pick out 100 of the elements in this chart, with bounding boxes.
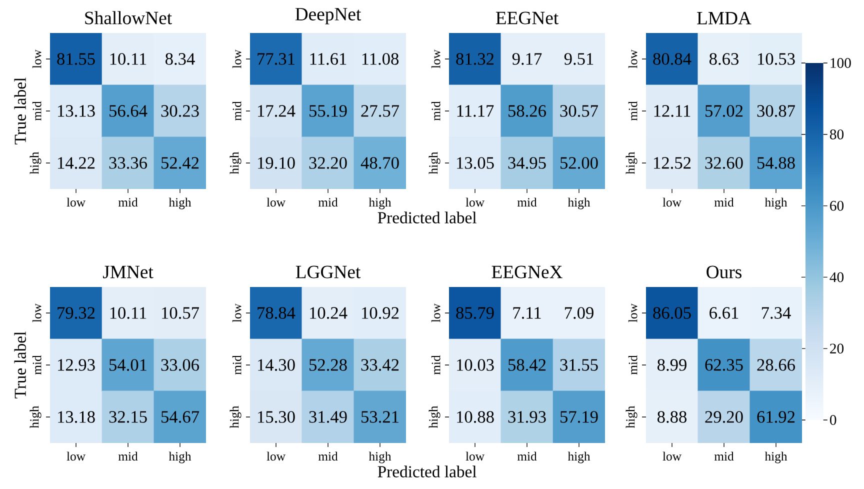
data-label: 10.24	[310, 307, 348, 319]
data-label: 32.20	[309, 157, 347, 169]
data-label: 8.88	[658, 411, 687, 423]
y-tick-label: high	[626, 152, 638, 174]
data-label: 53.21	[362, 411, 398, 423]
data-label: 29.20	[705, 411, 743, 423]
data-label: 52.42	[162, 157, 199, 169]
x-tick-label: mid	[118, 198, 138, 207]
x-tick-label: low	[466, 198, 484, 207]
x-tick-label: low	[662, 452, 682, 461]
data-label: 30.23	[161, 105, 199, 117]
data-label: 34.95	[508, 157, 546, 169]
data-label: 10.92	[362, 307, 399, 319]
data-label: 58.26	[508, 105, 546, 117]
x-tick-label: mid	[714, 198, 734, 207]
data-label: 15.30	[258, 411, 295, 423]
y-tick-label: low	[232, 304, 242, 322]
data-label: 10.57	[162, 307, 200, 319]
data-label: 33.42	[361, 359, 399, 371]
data-label: 10.11	[110, 53, 146, 65]
data-label: 8.99	[658, 359, 686, 371]
data-label: 31.49	[309, 411, 347, 423]
data-label: 9.17	[512, 53, 542, 65]
y-tick-label: high	[428, 152, 440, 174]
data-label: 10.88	[457, 411, 494, 423]
data-label: 11.61	[310, 53, 346, 65]
data-label: 28.66	[757, 359, 795, 371]
chart-title: LGGNet	[296, 266, 361, 278]
y-axis-title: True label	[14, 332, 26, 398]
chart-title: EEGNet	[496, 12, 559, 24]
data-label: 7.09	[564, 307, 594, 319]
y-tick-label: mid	[431, 101, 440, 121]
color-bar-label: 80	[830, 129, 844, 140]
chart-title: Ours	[706, 266, 742, 278]
data-label: 12.93	[58, 359, 95, 371]
x-tick-label: high	[764, 452, 788, 464]
x-tick-label: low	[662, 198, 682, 207]
x-tick-label: low	[266, 198, 286, 207]
x-tick-label: mid	[318, 452, 338, 461]
data-label: 79.32	[58, 307, 95, 319]
data-label: 30.87	[757, 105, 796, 117]
data-label: 78.84	[258, 307, 296, 319]
y-tick-label: high	[230, 406, 242, 428]
data-label: 13.05	[457, 157, 494, 169]
y-tick-label: mid	[32, 101, 42, 121]
x-tick-label: high	[368, 452, 392, 464]
data-label: 10.03	[457, 359, 494, 371]
data-label: 48.70	[360, 157, 399, 169]
x-tick-label: high	[764, 198, 788, 210]
x-tick-label: low	[466, 452, 484, 461]
y-tick-label: low	[628, 50, 638, 68]
data-label: 77.31	[258, 53, 294, 65]
data-label: 56.64	[110, 105, 148, 117]
y-tick-label: high	[30, 152, 42, 174]
y-axis-title: True label	[14, 78, 26, 144]
y-tick-label: high	[428, 406, 440, 428]
y-tick-label: low	[32, 50, 42, 68]
data-label: 17.24	[258, 105, 296, 117]
data-label: 9.51	[564, 53, 594, 65]
y-tick-label: mid	[232, 101, 242, 121]
y-tick-label: high	[30, 406, 42, 428]
y-tick-label: low	[628, 304, 638, 322]
y-tick-label: mid	[32, 355, 42, 375]
x-tick-label: low	[66, 198, 86, 207]
x-tick-label: mid	[318, 198, 338, 207]
data-label: 32.60	[705, 157, 743, 169]
x-tick-label: low	[266, 452, 286, 461]
chart-title: ShallowNet	[85, 11, 172, 24]
data-label: 11.17	[457, 105, 494, 117]
x-tick-label: mid	[517, 198, 537, 207]
data-label: 19.10	[258, 157, 295, 169]
color-bar-label: 40	[830, 272, 844, 282]
data-label: 13.18	[58, 411, 95, 423]
x-tick-label: high	[168, 452, 192, 464]
data-label: 14.30	[258, 359, 295, 371]
y-tick-label: low	[431, 304, 440, 322]
data-label: 7.11	[513, 307, 541, 319]
data-label: 86.05	[653, 307, 691, 319]
y-tick-label: mid	[431, 355, 440, 375]
data-label: 54.67	[162, 411, 200, 423]
data-label: 13.13	[58, 105, 95, 117]
y-tick-label: high	[626, 406, 638, 428]
color-bar-label: 100	[830, 58, 851, 68]
data-label: 81.32	[456, 53, 494, 65]
x-tick-label: mid	[714, 452, 734, 461]
data-label: 11.08	[362, 53, 399, 65]
x-tick-label: low	[66, 452, 86, 461]
data-label: 58.42	[508, 359, 546, 371]
x-tick-label: high	[168, 198, 192, 210]
y-tick-label: high	[230, 152, 242, 174]
y-tick-label: low	[431, 50, 440, 68]
data-label: 61.92	[757, 411, 795, 423]
chart-title: JMNet	[103, 266, 154, 278]
y-tick-label: mid	[628, 355, 638, 375]
data-label: 14.22	[58, 157, 95, 169]
x-tick-label: mid	[517, 452, 537, 461]
x-axis-title: Predicted label	[378, 212, 476, 224]
y-tick-label: low	[32, 304, 42, 322]
data-label: 12.11	[654, 105, 690, 117]
color-bar-label: 0	[830, 415, 836, 425]
